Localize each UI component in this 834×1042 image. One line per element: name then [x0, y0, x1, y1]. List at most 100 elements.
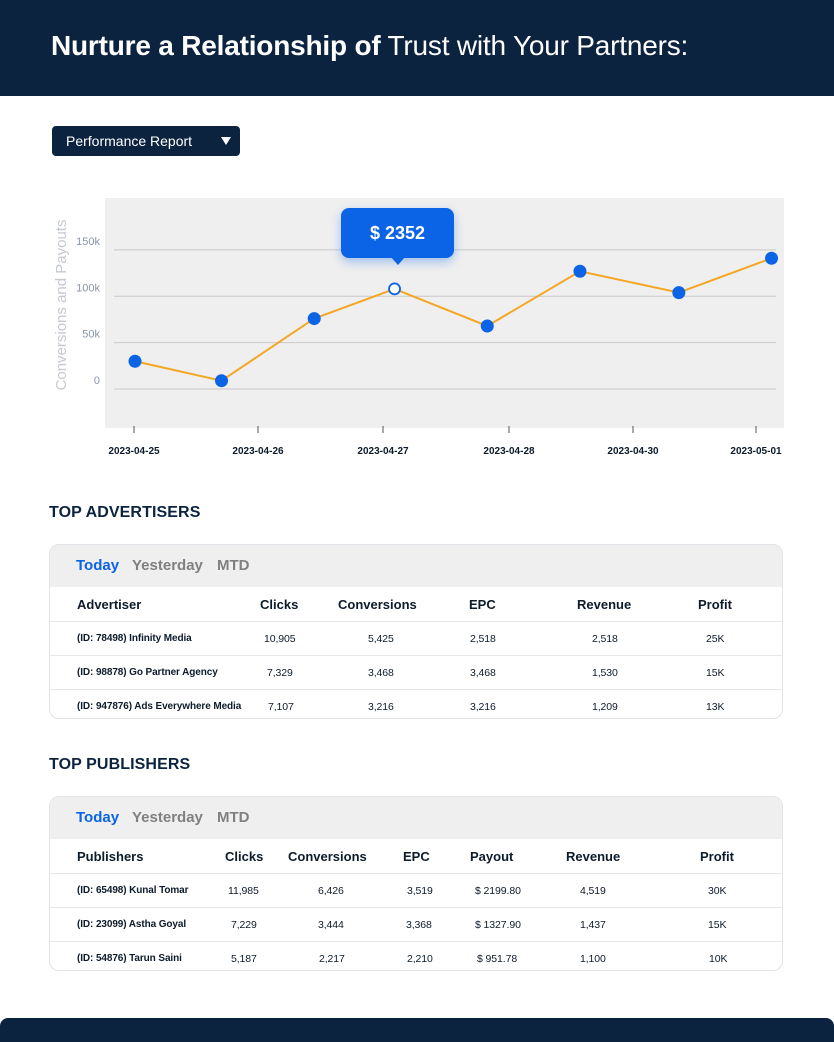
x-tick-label: 2023-04-30	[607, 446, 659, 457]
conversions-value: 3,444	[318, 918, 344, 931]
top-publishers-card: Today Yesterday MTD Publishers Clicks Co…	[49, 796, 783, 971]
footer-bar	[0, 1018, 834, 1042]
profit-value: 30K	[708, 884, 727, 897]
clicks-value: 10,905	[264, 632, 296, 645]
x-tick-label: 2023-04-25	[108, 446, 160, 457]
report-type-label: Performance Report	[66, 133, 193, 149]
epc-value: 3,368	[406, 918, 432, 931]
top-publishers-title: TOP PUBLISHERS	[49, 756, 191, 773]
x-tick-label: 2023-04-28	[483, 446, 535, 457]
page-title-rest: Trust with Your Partners:	[380, 30, 689, 61]
column-header-profit: Profit	[698, 596, 732, 612]
profit-value: 25K	[706, 632, 725, 645]
x-tick-label: 2023-04-26	[232, 446, 284, 457]
top-advertisers-card: Today Yesterday MTD Advertiser Clicks Co…	[49, 544, 783, 719]
revenue-value: 1,100	[580, 952, 606, 965]
column-header-revenue: Revenue	[577, 596, 632, 612]
table-row[interactable]: (ID: 78498) Infinity Media 10,905 5,425 …	[50, 622, 782, 656]
conversions-value: 6,426	[318, 884, 344, 897]
table-row[interactable]: (ID: 947876) Ads Everywhere Media 7,107 …	[50, 690, 782, 718]
profit-value: 15K	[706, 666, 725, 679]
page-title-bold: Nurture a Relationship of	[51, 30, 381, 61]
table-row[interactable]: (ID: 23099) Astha Goyal 7,229 3,444 3,36…	[50, 908, 782, 942]
clicks-value: 7,329	[267, 666, 293, 679]
report-type-dropdown[interactable]: Performance Report	[52, 126, 240, 156]
y-tick-label: 0	[94, 375, 100, 387]
column-header-profit: Profit	[700, 848, 734, 864]
column-header-clicks: Clicks	[260, 596, 299, 612]
advertisers-tabs: Today Yesterday MTD	[50, 545, 782, 587]
advertisers-tab-mtd[interactable]: MTD	[217, 557, 250, 574]
column-header-advertiser: Advertiser	[77, 596, 142, 612]
advertiser-name: (ID: 98878) Go Partner Agency	[77, 667, 218, 678]
data-point	[307, 312, 321, 326]
publishers-tabs: Today Yesterday MTD	[50, 797, 782, 839]
column-header-payout: Payout	[470, 848, 514, 864]
epc-value: 3,216	[470, 700, 496, 713]
highlighted-data-point	[388, 282, 401, 296]
advertiser-name: (ID: 78498) Infinity Media	[77, 633, 192, 644]
data-point	[128, 354, 142, 368]
data-point	[672, 286, 686, 300]
caret-down-icon	[221, 137, 231, 145]
table-row[interactable]: (ID: 98878) Go Partner Agency 7,329 3,46…	[50, 656, 782, 690]
data-point	[765, 251, 779, 265]
y-tick-label: 150k	[76, 236, 100, 248]
column-header-epc: EPC	[469, 596, 496, 612]
y-tick-label: 50k	[82, 329, 100, 341]
conversions-value: 3,468	[368, 666, 394, 679]
clicks-value: 5,187	[231, 952, 257, 965]
publishers-header-row: Publishers Clicks Conversions EPC Payout…	[50, 839, 782, 874]
data-point	[573, 264, 587, 278]
profit-value: 15K	[708, 918, 727, 931]
conversions-value: 3,216	[368, 700, 394, 713]
revenue-value: 2,518	[592, 632, 618, 645]
publisher-name: (ID: 65498) Kunal Tomar	[77, 885, 189, 896]
revenue-value: 4,519	[580, 884, 606, 897]
payout-value: $ 951.78	[477, 952, 518, 965]
table-row[interactable]: (ID: 65498) Kunal Tomar 11,985 6,426 3,5…	[50, 874, 782, 908]
payout-value: $ 1327.90	[475, 918, 521, 931]
table-row[interactable]: (ID: 54876) Tarun Saini 5,187 2,217 2,21…	[50, 942, 782, 970]
profit-value: 13K	[706, 700, 725, 713]
advertisers-tab-today[interactable]: Today	[76, 557, 120, 574]
column-header-revenue: Revenue	[566, 848, 621, 864]
column-header-publishers: Publishers	[77, 848, 144, 864]
revenue-value: 1,530	[592, 666, 618, 679]
header-banner: Nurture a Relationship of Trust with You…	[0, 0, 834, 96]
column-header-conversions: Conversions	[288, 848, 367, 864]
chart-tooltip: $ 2352	[341, 208, 454, 265]
advertiser-name: (ID: 947876) Ads Everywhere Media	[77, 701, 242, 712]
advertisers-tab-yesterday[interactable]: Yesterday	[132, 557, 203, 574]
y-tick-label: 100k	[76, 282, 100, 294]
publishers-tab-yesterday[interactable]: Yesterday	[132, 809, 203, 826]
revenue-value: 1,209	[592, 700, 618, 713]
data-point	[215, 374, 229, 388]
epc-value: 3,519	[407, 884, 433, 897]
publisher-name: (ID: 54876) Tarun Saini	[77, 953, 182, 964]
epc-value: 2,518	[470, 632, 496, 645]
x-tick-label: 2023-05-01	[730, 446, 782, 457]
x-tick-label: 2023-04-27	[357, 446, 409, 457]
clicks-value: 11,985	[228, 884, 259, 897]
publisher-name: (ID: 23099) Astha Goyal	[77, 919, 187, 930]
revenue-value: 1,437	[580, 918, 606, 931]
epc-value: 2,210	[407, 952, 433, 965]
payout-value: $ 2199.80	[475, 884, 521, 897]
publishers-tab-today[interactable]: Today	[76, 809, 120, 826]
series-line	[134, 257, 772, 382]
y-axis-title: Conversions and Payouts	[53, 220, 70, 391]
conversions-value: 2,217	[319, 952, 345, 965]
conversions-value: 5,425	[368, 632, 394, 645]
data-point	[480, 319, 494, 333]
page-title: Nurture a Relationship of Trust with You…	[51, 30, 688, 62]
top-advertisers-title: TOP ADVERTISERS	[49, 504, 201, 521]
column-header-conversions: Conversions	[338, 596, 417, 612]
profit-value: 10K	[709, 952, 728, 965]
column-header-clicks: Clicks	[225, 848, 264, 864]
clicks-value: 7,229	[231, 918, 257, 931]
publishers-tab-mtd[interactable]: MTD	[217, 809, 250, 826]
epc-value: 3,468	[470, 666, 496, 679]
clicks-value: 7,107	[268, 700, 294, 713]
column-header-epc: EPC	[403, 848, 430, 864]
